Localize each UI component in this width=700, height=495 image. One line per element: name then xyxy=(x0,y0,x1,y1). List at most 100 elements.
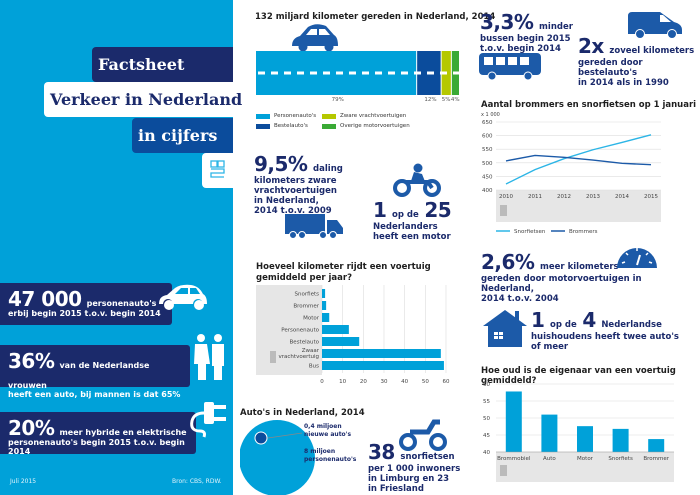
label-line: 0,4 miljoen xyxy=(304,423,342,430)
motorcycle-icon xyxy=(393,163,441,197)
road-value-labels: 79% 12% 5% 4% xyxy=(256,97,460,105)
x-tick-label: Brommer xyxy=(643,456,669,462)
road-dash xyxy=(258,71,265,75)
title-verkeer: Verkeer in Nederland xyxy=(44,82,242,117)
chart-label-bg xyxy=(256,285,322,375)
stat-word: Nederlandse xyxy=(601,320,662,330)
category-label: Motor xyxy=(303,316,320,322)
bus-icon xyxy=(479,53,541,81)
speedometer-icon xyxy=(617,248,657,268)
stat-line: in Limburg en 23 xyxy=(368,474,450,484)
road-value-label: 12% xyxy=(424,97,437,103)
stat-scooter: 38 snorfietsen per 1 000 inwoners in Lim… xyxy=(368,440,478,494)
road-dash xyxy=(427,71,434,75)
stat-text: erbij begin 2015 t.o.v. begin 2014 xyxy=(8,309,161,318)
scooter-icon xyxy=(399,419,447,451)
label-line: personenauto's xyxy=(304,456,357,463)
stat-number: 36% xyxy=(8,349,55,373)
category-label: Bestelauto xyxy=(290,340,320,346)
stat-suffix: van de Nederlandse vrouwen xyxy=(8,361,150,390)
label-total-cars: 8 miljoen personenauto's xyxy=(304,448,356,464)
stat-band-women: 36% van de Nederlandse vrouwen heeft een… xyxy=(0,345,190,399)
house-icon xyxy=(483,310,527,347)
stat-line: in Friesland xyxy=(368,484,424,494)
stat-text: personenauto's begin 2015 t.o.v. begin 2… xyxy=(8,438,185,456)
legend-bestelautos: Bestelauto's xyxy=(256,123,308,129)
label-new-cars: 0,4 miljoen nieuwe auto's xyxy=(304,423,351,439)
category-label: Zwaar xyxy=(302,348,320,354)
stat-number: 9,5% xyxy=(254,152,308,176)
x-tick-label: 60 xyxy=(443,379,450,385)
label-line: nieuwe auto's xyxy=(304,431,352,438)
legend-swatch xyxy=(256,123,270,129)
stat-line: heeft een motor xyxy=(373,232,451,242)
stat-word: op de xyxy=(550,320,577,330)
stat-motor: 1 op de 25 Nederlanders heeft een motor xyxy=(373,198,473,242)
stat-number: 20% xyxy=(8,416,55,440)
stat-number: 25 xyxy=(424,198,452,222)
x-axis-band xyxy=(496,452,674,482)
stat-number: 1 xyxy=(531,308,545,332)
stat-band-hybrid: 20% meer hybride en elektrische personen… xyxy=(0,412,196,456)
car-icon xyxy=(292,24,338,52)
stat-trucks: 9,5% daling kilometers zware vrachtvoert… xyxy=(254,152,374,216)
legend-swatch xyxy=(322,123,336,129)
stat-line: of meer xyxy=(531,342,569,352)
stat-line: huishoudens heeft twee auto's xyxy=(531,332,679,342)
leader-line xyxy=(267,432,303,439)
x-tick-label: 2015 xyxy=(644,194,658,200)
bar xyxy=(648,439,665,452)
stat-suffix: personenauto's xyxy=(86,299,157,308)
x-tick-label: 2013 xyxy=(586,194,600,200)
stat-line: t.o.v. begin 2014 xyxy=(480,44,561,54)
road-dash xyxy=(271,71,278,75)
line-chart-title: Aantal brommers en snorfietsen op 1 janu… xyxy=(481,100,697,110)
legend-swatch xyxy=(322,113,336,119)
legend-label: Zware vrachtvoertuigen xyxy=(340,113,407,119)
stat-van: 2x zoveel kilometers gereden door bestel… xyxy=(578,34,700,88)
source-text: Bron: CBS, RDW. xyxy=(172,478,222,485)
y-tick-label: 550 xyxy=(482,147,493,153)
road-dash xyxy=(453,71,460,75)
stat-house: 1 op de 4 Nederlandse huishoudens heeft … xyxy=(531,308,691,352)
stat-word: minder xyxy=(539,22,573,32)
road-chart-title: 132 miljard kilometer gereden in Nederla… xyxy=(255,12,496,22)
road-dash xyxy=(284,71,291,75)
road-value-label: 4% xyxy=(450,97,460,103)
y-tick-label: 45 xyxy=(483,433,490,439)
y-tick-label: 600 xyxy=(482,134,493,140)
bar xyxy=(541,414,558,452)
legend-label: Bestelauto's xyxy=(274,123,308,129)
stat-number: 2,6% xyxy=(481,250,535,274)
stat-line: vrachtvoertuigen xyxy=(254,186,337,196)
road-dash xyxy=(414,71,421,75)
x-tick-label: 2012 xyxy=(557,194,571,200)
y-tick-label: 55 xyxy=(483,399,490,405)
cbs-mark-icon xyxy=(500,465,507,476)
car-icon xyxy=(159,284,207,310)
cars-2014-title: Auto's in Nederland, 2014 xyxy=(240,408,365,418)
category-label: Bus xyxy=(309,364,319,370)
cbs-mark-icon xyxy=(500,205,507,216)
legend-zware: Zware vrachtvoertuigen xyxy=(322,113,406,119)
y-tick-label: 650 xyxy=(482,120,493,126)
stat-line: per 1 000 inwoners xyxy=(368,464,461,474)
category-label: Personenauto xyxy=(281,328,319,334)
road-stacked-bar xyxy=(256,51,460,95)
bar xyxy=(577,426,593,452)
road-dash xyxy=(388,71,395,75)
y-tick-label: 400 xyxy=(482,188,493,194)
stat-suffix: meer hybride en elektrische xyxy=(59,428,187,437)
x-tick-label: 2014 xyxy=(615,194,629,200)
stat-word: op de xyxy=(392,210,419,220)
date-text: Juli 2015 xyxy=(10,478,37,485)
y-tick-label: 60 xyxy=(483,382,490,388)
truck-icon xyxy=(285,214,343,239)
stat-text: heeft een auto, bij mannen is dat 65% xyxy=(8,390,181,399)
road-dash xyxy=(440,71,447,75)
stat-number: 1 xyxy=(373,198,387,222)
legend-swatch xyxy=(256,113,270,119)
y-tick-label: 40 xyxy=(483,450,490,456)
category-label: vrachtvoertuig xyxy=(279,354,319,360)
stat-line: in Nederland, xyxy=(254,196,319,206)
